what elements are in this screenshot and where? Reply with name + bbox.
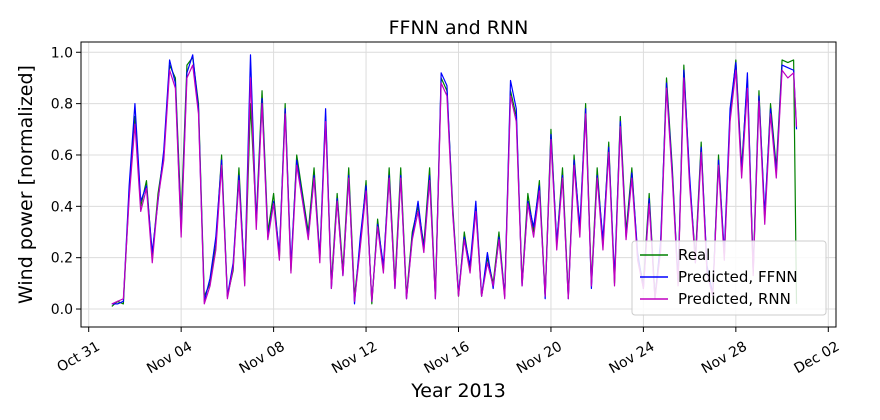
legend-box [631,240,827,316]
y-tick-label: 0.0 [51,302,73,318]
legend-label: Predicted, RNN [678,290,791,308]
x-tick-label: Nov 16 [422,339,473,378]
y-axis-title: Wind power [normalized] [15,65,37,304]
y-tick-label: 0.6 [51,148,73,164]
y-tick-label: 0.2 [51,251,73,267]
legend: Real Predicted, FFNN Predicted, RNN [631,240,827,316]
y-tick-label: 0.8 [51,97,73,113]
y-tick-label: 0.4 [51,199,73,215]
x-tick-label: Oct 31 [54,339,102,376]
x-tick-label: Nov 12 [329,339,380,378]
x-tick-label: Nov 08 [237,339,288,378]
x-tick-label: Nov 28 [699,339,750,378]
x-tick-label: Nov 04 [144,339,195,378]
x-axis-title: Year 2013 [410,380,506,402]
chart-title: FFNN and RNN [389,17,529,39]
series-line-rnn [111,64,798,305]
x-tick-label: Nov 24 [606,339,657,378]
y-tick-label: 1.0 [51,45,73,61]
x-tick-label: Nov 20 [514,339,565,378]
legend-label: Real [678,246,710,264]
legend-label: Predicted, FFNN [678,268,798,286]
x-tick-label: Dec 02 [792,339,843,378]
series-lines [111,54,798,307]
